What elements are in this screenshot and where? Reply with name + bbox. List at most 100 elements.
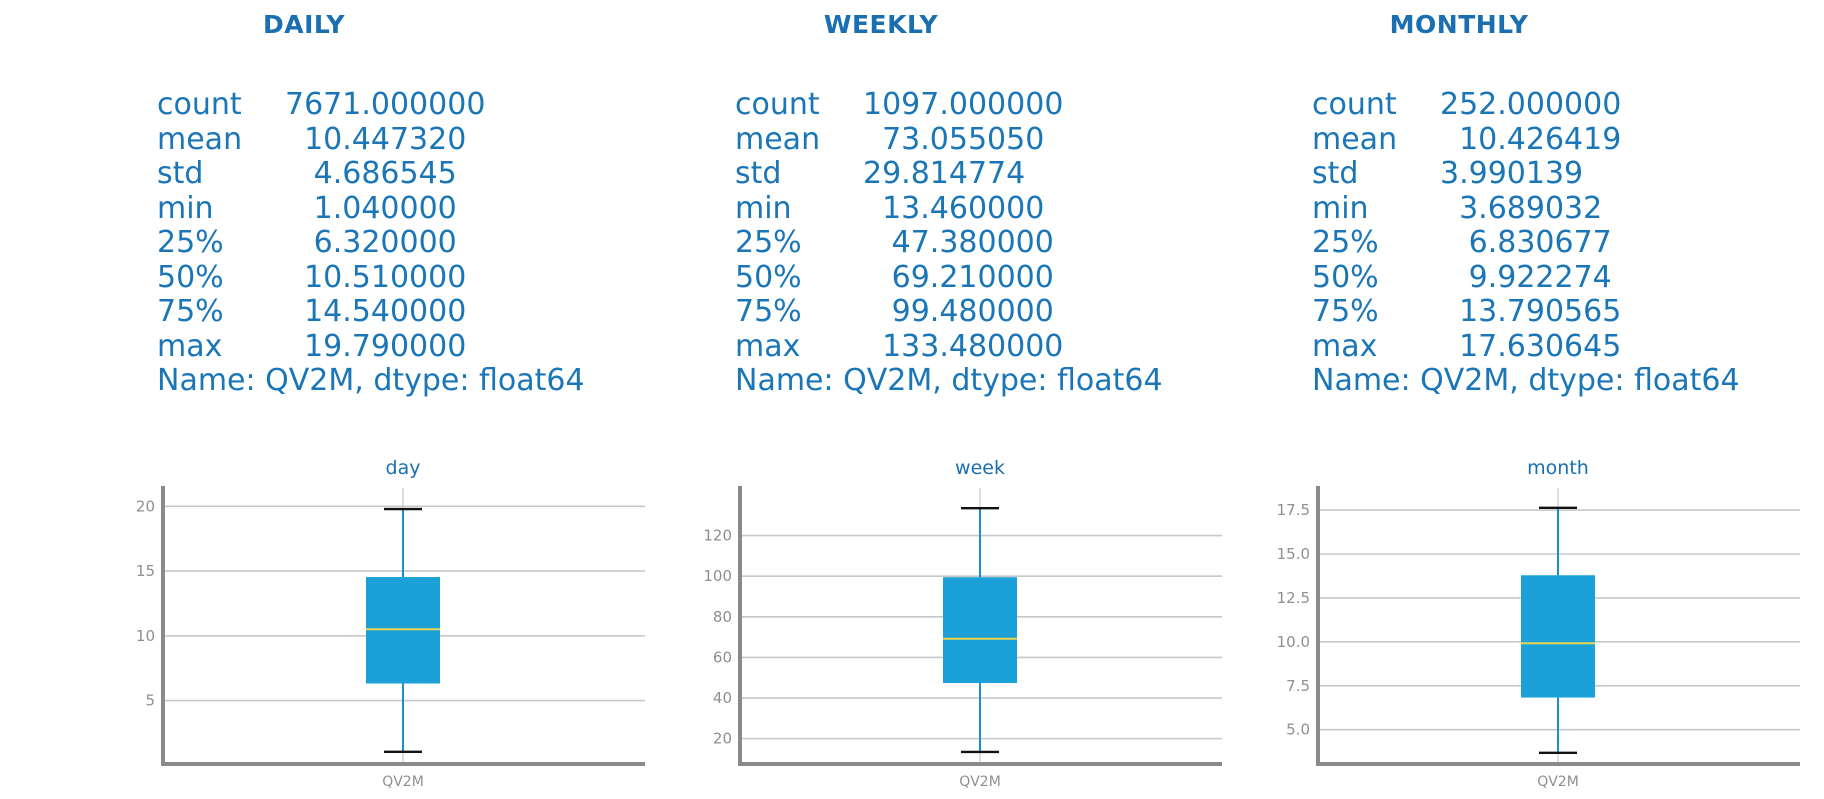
stat-row-min: min 13.460000 <box>735 190 1163 227</box>
x-tick-label: QV2M <box>1537 774 1579 790</box>
stat-row-count: count 252.000000 <box>1312 87 1740 123</box>
chart-title: week <box>955 457 1005 479</box>
stat-value: 7671.000000 <box>285 87 486 122</box>
stat-row-75: 75% 99.480000 <box>735 294 1163 330</box>
stat-row-50: 50% 10.510000 <box>157 259 585 296</box>
stat-value: 9.922274 <box>1440 259 1612 295</box>
stat-value: 13.790565 <box>1440 294 1622 329</box>
panel-heading: WEEKLY <box>823 10 939 39</box>
stat-label: 50% <box>157 259 224 295</box>
stat-row-min: min 3.689032 <box>1312 190 1740 227</box>
stat-label: 75% <box>157 294 224 329</box>
y-tick-label: 15.0 <box>1277 545 1310 563</box>
stat-value: 133.480000 <box>863 328 1064 364</box>
stat-label: 25% <box>157 225 224 260</box>
stat-row-25: 25% 6.830677 <box>1312 225 1740 261</box>
stat-row-mean: mean 10.447320 <box>157 121 585 158</box>
stat-label: max <box>157 328 223 364</box>
stat-value: 4.686545 <box>285 156 457 191</box>
boxplot-daily: day 5 10 15 20 QV2M <box>136 457 645 790</box>
stat-label: 50% <box>735 259 802 295</box>
stat-label: 25% <box>1312 225 1379 260</box>
stat-row-75: 75% 14.540000 <box>157 294 585 330</box>
stat-label: 25% <box>735 225 802 260</box>
stat-value: 17.630645 <box>1440 328 1622 364</box>
stat-value: 10.447320 <box>285 121 467 157</box>
y-tick-label: 10.0 <box>1277 633 1310 651</box>
stat-row-50: 50% 69.210000 <box>735 259 1163 296</box>
stat-label: max <box>1312 328 1378 364</box>
stat-value: 14.540000 <box>285 294 467 329</box>
stat-row-std: std 29.814774 <box>735 156 1163 192</box>
stat-value: 10.426419 <box>1440 121 1622 157</box>
stat-value: 10.510000 <box>285 259 467 295</box>
stat-value: 29.814774 <box>863 156 1026 191</box>
stat-label: 50% <box>1312 259 1379 295</box>
series-name-line: Name: QV2M, dtype: float64 <box>735 363 1163 398</box>
series-name-line: Name: QV2M, dtype: float64 <box>157 363 585 398</box>
stat-row-min: min 1.040000 <box>157 190 585 227</box>
stat-label: mean <box>1312 121 1398 157</box>
stat-label: std <box>735 156 782 191</box>
y-tick-label: 7.5 <box>1286 677 1310 695</box>
stat-label: std <box>157 156 204 191</box>
stat-value: 19.790000 <box>285 328 467 364</box>
stat-label: count <box>735 87 820 122</box>
y-tick-label: 20 <box>713 730 732 748</box>
stat-value: 6.830677 <box>1440 225 1612 260</box>
stat-label: min <box>157 190 214 226</box>
stat-value: 6.320000 <box>285 225 457 260</box>
panel-heading: DAILY <box>262 10 346 39</box>
stat-row-max: max 19.790000 <box>157 328 585 365</box>
stat-value: 99.480000 <box>863 294 1054 329</box>
panel-heading: MONTHLY <box>1389 10 1529 39</box>
stat-label: 75% <box>735 294 802 329</box>
describe-stats: count 7671.000000 mean 10.447320 std 4.68… <box>157 87 585 399</box>
y-tick-label: 17.5 <box>1277 501 1310 519</box>
x-tick-label: QV2M <box>382 774 424 790</box>
iqr-box <box>1521 575 1595 698</box>
stat-label: min <box>1312 190 1369 226</box>
y-tick-label: 5 <box>145 692 155 710</box>
chart-title: day <box>386 457 421 479</box>
iqr-box <box>366 577 440 684</box>
stat-value: 69.210000 <box>863 259 1054 295</box>
y-tick-label: 5.0 <box>1286 721 1310 739</box>
stat-row-mean: mean 73.055050 <box>735 122 1163 158</box>
stat-label: count <box>1312 87 1397 122</box>
stat-value: 3.689032 <box>1440 190 1603 226</box>
stat-value: 47.380000 <box>863 225 1054 260</box>
series-name-line: Name: QV2M, dtype: float64 <box>1312 363 1740 398</box>
stat-value: 1097.000000 <box>863 87 1064 122</box>
y-tick-label: 80 <box>713 608 732 626</box>
y-tick-label: 100 <box>703 567 732 585</box>
boxplot-weekly: week 20 40 60 80 100 120 QV2M <box>703 457 1222 790</box>
stat-label: 75% <box>1312 294 1379 329</box>
stat-value: 252.000000 <box>1440 87 1622 122</box>
iqr-box <box>943 577 1017 684</box>
stat-row-std: std 3.990139 <box>1312 156 1740 192</box>
y-tick-label: 60 <box>713 648 732 666</box>
y-tick-label: 15 <box>136 562 155 580</box>
y-tick-label: 120 <box>703 527 732 545</box>
stat-row-std: std 4.686545 <box>157 156 585 192</box>
stat-label: min <box>735 190 792 226</box>
stat-label: mean <box>157 121 243 157</box>
stat-row-count: count 1097.000000 <box>735 87 1163 123</box>
stat-row-max: max 133.480000 <box>735 328 1163 365</box>
stat-label: count <box>157 87 242 122</box>
stat-value: 3.990139 <box>1440 156 1584 191</box>
y-tick-label: 10 <box>136 627 155 645</box>
stat-row-50: 50% 9.922274 <box>1312 259 1740 296</box>
describe-stats: count 252.000000 mean 10.426419 std 3.9901… <box>1312 87 1740 399</box>
y-tick-label: 20 <box>136 497 155 515</box>
stat-row-mean: mean 10.426419 <box>1312 121 1740 158</box>
x-tick-label: QV2M <box>959 774 1001 790</box>
stat-value: 1.040000 <box>285 190 457 226</box>
stat-label: max <box>735 328 801 364</box>
chart-title: month <box>1527 457 1589 479</box>
panel-daily: DAILY count 7671.000000 mean 10.447320 st… <box>0 0 645 799</box>
stat-row-25: 25% 47.380000 <box>735 225 1163 261</box>
y-tick-label: 12.5 <box>1277 589 1310 607</box>
stat-value: 13.460000 <box>863 190 1045 226</box>
